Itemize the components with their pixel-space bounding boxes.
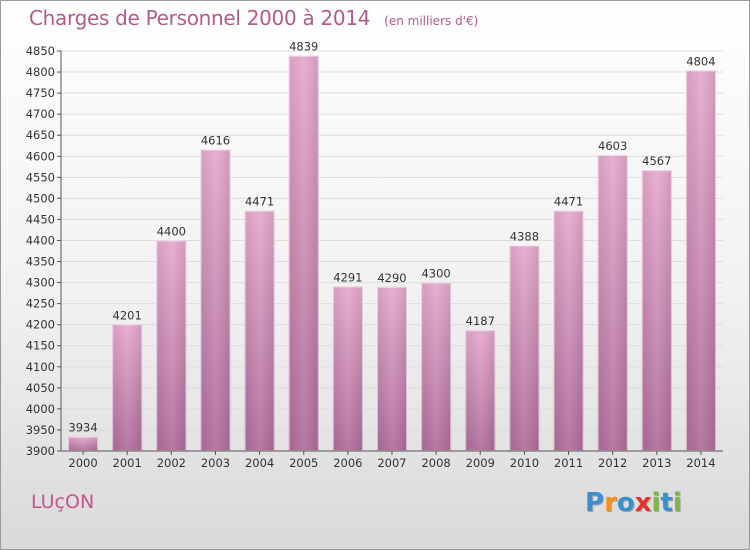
bar-shade [156,240,187,451]
logo-letter: x [634,488,652,518]
y-tick-label: 4500 [26,191,55,205]
y-tick-label: 4750 [26,86,55,100]
data-label: 4201 [113,308,142,322]
x-tick-label: 2006 [333,456,362,470]
x-tick-label: 2013 [642,456,671,470]
bar-shade [112,324,143,451]
logo-letter: r [604,488,617,518]
y-tick-label: 4300 [26,276,55,290]
x-tick-label: 2011 [554,456,583,470]
x-tick-label: 2009 [466,456,495,470]
y-tick-label: 4400 [26,233,55,247]
x-tick-label: 2007 [377,456,406,470]
x-tick-label: 2004 [245,456,274,470]
bar-shade [288,55,319,451]
bar-shade [685,70,716,452]
x-tick-label: 2000 [68,456,97,470]
x-tick-label: 2003 [201,456,230,470]
data-label: 4804 [686,54,715,68]
x-tick-label: 2010 [510,456,539,470]
data-label: 4616 [201,134,230,148]
x-tick-label: 2001 [113,456,142,470]
data-label: 4400 [157,224,186,238]
logo-letter: i [651,488,661,518]
logo-letter: t [660,488,673,518]
y-tick-label: 4100 [26,360,55,374]
y-tick-label: 4700 [26,107,55,121]
data-label: 4603 [598,139,627,153]
bar-shade [597,155,628,451]
y-tick-label: 3900 [26,444,55,458]
y-tick-label: 4200 [26,318,55,332]
data-label: 4291 [333,270,362,284]
chart-title: Charges de Personnel 2000 à 2014 [29,6,371,30]
bar-shade [421,282,452,451]
y-tick-label: 4450 [26,212,55,226]
y-tick-label: 4000 [26,402,55,416]
y-tick-label: 4350 [26,255,55,269]
x-tick-label: 2005 [289,456,318,470]
y-tick-label: 4150 [26,339,55,353]
bar-shade [68,436,99,451]
bar-shade [200,149,231,452]
x-tick-label: 2002 [157,456,186,470]
chart-subtitle: (en milliers d'€) [384,14,479,28]
bar-shade [332,286,363,451]
y-tick-label: 4050 [26,381,55,395]
y-tick-label: 4800 [26,65,55,79]
data-label: 4567 [642,154,671,168]
commune-name: LUçON [31,491,95,513]
logo-letter: P [585,488,605,518]
data-label: 4471 [554,195,583,209]
data-label: 4471 [245,195,274,209]
data-label: 4839 [289,40,318,54]
y-tick-label: 4650 [26,128,55,142]
title-row: Charges de Personnel 2000 à 2014 (en mill… [29,6,478,30]
y-tick-label: 4550 [26,170,55,184]
x-tick-label: 2012 [598,456,627,470]
x-tick-label: 2014 [686,456,715,470]
bar-shade [553,210,584,451]
bar-shade [244,210,275,451]
bar-shade [465,330,496,451]
logo-letter: i [672,488,682,518]
bar-shade [377,286,407,451]
data-label: 4300 [421,267,450,281]
data-label: 4290 [377,271,406,285]
bar-shade [641,170,672,451]
proxiti-logo: Proxiti [585,488,682,518]
logo-letter: o [616,488,635,518]
y-tick-label: 4600 [26,149,55,163]
y-tick-label: 3950 [26,423,55,437]
y-tick-label: 4250 [26,297,55,311]
axis-layer: 3900 3950 4000 4050 4100 4150 4200 4250 4300 4350… [26,44,723,470]
bars-layer [68,55,716,452]
data-label: 4187 [466,314,495,328]
x-tick-label: 2008 [421,456,450,470]
y-tick-label: 4850 [26,44,55,58]
data-label: 3934 [68,421,97,435]
labels-layer: 3934 4201 4400 4616 4471 4839 4291 4290 4300 4187… [68,40,715,435]
bar-shade [509,245,540,451]
data-label: 4388 [510,230,539,244]
